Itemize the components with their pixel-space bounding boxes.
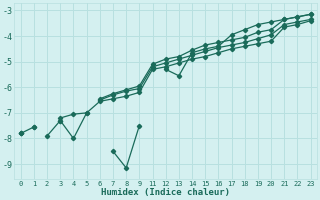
X-axis label: Humidex (Indice chaleur): Humidex (Indice chaleur): [101, 188, 230, 197]
